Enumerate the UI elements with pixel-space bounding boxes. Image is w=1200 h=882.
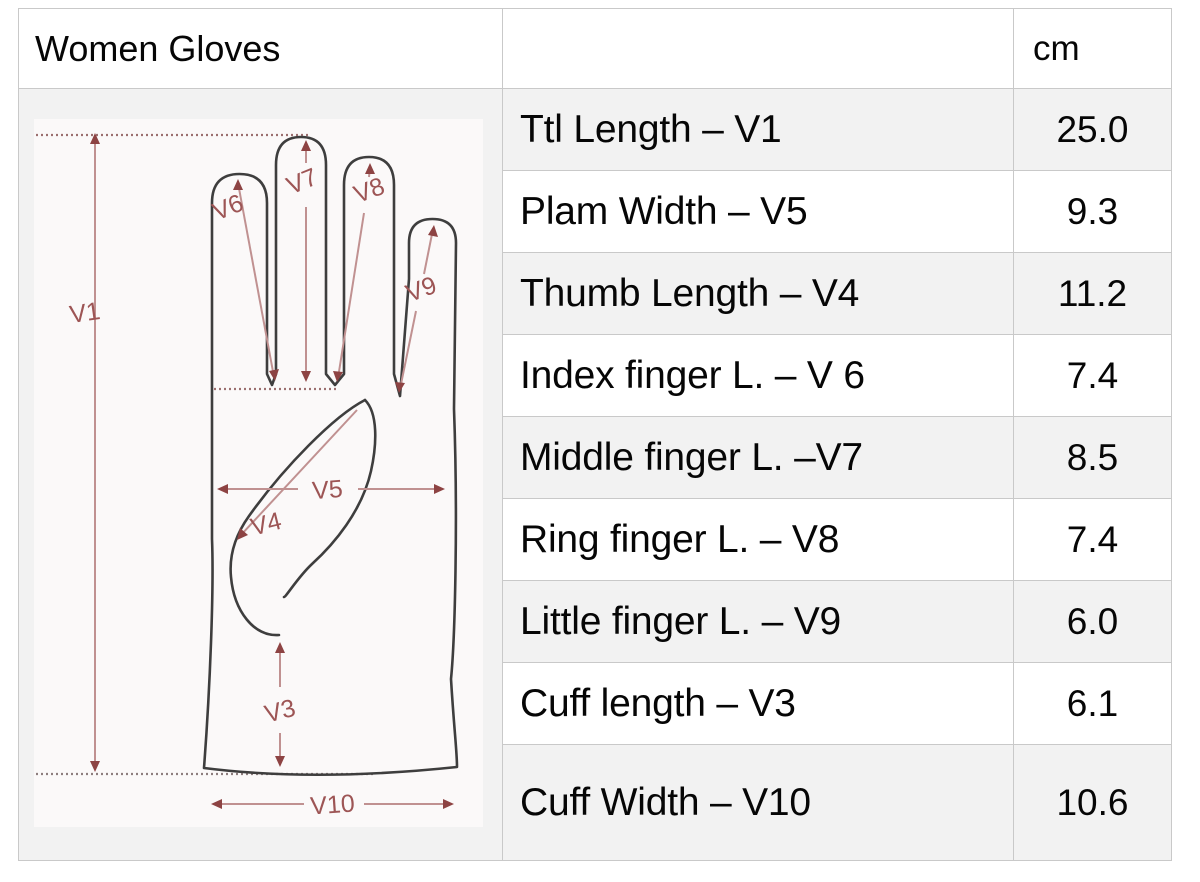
row-label: Cuff Width – V10 [502, 744, 1014, 861]
v7-label: V7 [283, 163, 322, 200]
measure-v8: V8 [333, 163, 388, 382]
row-value: 8.5 [1013, 416, 1172, 499]
measure-v3: V3 [262, 642, 298, 767]
page-title: Women Gloves [18, 8, 503, 89]
v3-label: V3 [262, 694, 298, 729]
glove-outline [202, 135, 459, 777]
size-chart-table: Women Gloves cm V1 [18, 8, 1172, 861]
row-value: 11.2 [1013, 252, 1172, 335]
table-row: V1 V6 V7 [18, 88, 1172, 861]
v1-label: V1 [68, 297, 102, 329]
measure-v1: V1 [68, 133, 102, 772]
table-row: Thumb Length – V4 11.2 [19, 252, 1172, 335]
measure-v10: V10 [211, 790, 454, 821]
row-label: Ttl Length – V1 [502, 88, 1014, 171]
measure-v4: V4 [237, 409, 358, 542]
row-value: 7.4 [1013, 498, 1172, 581]
row-value: 6.0 [1013, 580, 1172, 663]
v10-label: V10 [309, 790, 355, 821]
row-label: Middle finger L. –V7 [502, 416, 1014, 499]
measure-v7: V7 [283, 140, 322, 382]
table-row: Index finger L. – V 6 7.4 [19, 334, 1172, 417]
unit-header: cm [1013, 8, 1172, 89]
row-value: 9.3 [1013, 170, 1172, 253]
header-spacer-cell [502, 8, 1014, 89]
glove-diagram-cell: V1 V6 V7 [18, 88, 503, 861]
row-label: Ring finger L. – V8 [502, 498, 1014, 581]
row-value: 25.0 [1013, 88, 1172, 171]
v4-label: V4 [248, 507, 285, 542]
table-row: Little finger L. – V9 6.0 [19, 580, 1172, 663]
v8-label: V8 [350, 172, 388, 209]
table-row: Cuff length – V3 6.1 [19, 662, 1172, 745]
glove-diagram: V1 V6 V7 [34, 119, 483, 827]
thumb-outline-inner [282, 398, 377, 599]
row-label: Thumb Length – V4 [502, 252, 1014, 335]
measure-v6: V6 [209, 179, 279, 381]
table-row: Middle finger L. –V7 8.5 [19, 416, 1172, 499]
header-row: Women Gloves cm [18, 8, 1172, 89]
row-label: Index finger L. – V 6 [502, 334, 1014, 417]
v6-label: V6 [209, 189, 248, 226]
measure-v5: V5 [217, 475, 445, 505]
row-value: 10.6 [1013, 744, 1172, 861]
thumb-outline-outer [229, 398, 367, 637]
row-label: Plam Width – V5 [502, 170, 1014, 253]
row-value: 6.1 [1013, 662, 1172, 745]
table-row: Cuff Width – V10 10.6 [19, 744, 1172, 861]
row-value: 7.4 [1013, 334, 1172, 417]
table-row: Plam Width – V5 9.3 [19, 170, 1172, 253]
row-label: Cuff length – V3 [502, 662, 1014, 745]
table-row: Ring finger L. – V8 7.4 [19, 498, 1172, 581]
row-label: Little finger L. – V9 [502, 580, 1014, 663]
v5-label: V5 [311, 475, 343, 505]
